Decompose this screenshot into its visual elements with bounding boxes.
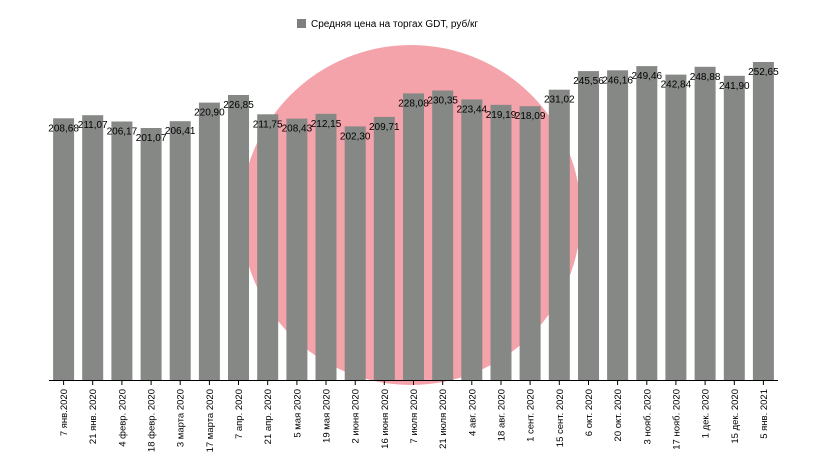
- bar: [491, 105, 512, 380]
- bar: [199, 103, 220, 380]
- bar-value-label: 230,35: [427, 96, 458, 107]
- bar-value-label: 208,43: [282, 124, 313, 135]
- bar: [695, 67, 716, 380]
- x-tick-label: 4 авг. 2020: [467, 389, 478, 436]
- bar-value-label: 242,84: [661, 80, 692, 91]
- bar: [286, 119, 307, 380]
- bar-value-label: 202,30: [340, 131, 371, 142]
- x-tick-label: 7 июля 2020: [409, 389, 420, 444]
- bar-value-label: 228,08: [398, 98, 429, 109]
- x-tick-label: 7 апр. 2020: [234, 389, 245, 439]
- x-tick-label: 4 февр. 2020: [117, 389, 128, 447]
- bar: [141, 128, 162, 380]
- x-tick-label: 1 сент. 2020: [526, 389, 537, 442]
- bar: [316, 114, 337, 380]
- x-tick-label: 21 июля 2020: [438, 389, 449, 449]
- bar: [520, 106, 541, 380]
- bar: [549, 90, 570, 380]
- bars: [53, 62, 774, 380]
- bar: [403, 93, 424, 380]
- x-tick-label: 5 мая 2020: [292, 389, 303, 438]
- x-tick-label: 20 окт. 2020: [613, 389, 624, 441]
- legend-label: Средняя цена на торгах GDT, руб/кг: [311, 18, 478, 30]
- bar: [636, 66, 657, 380]
- x-tick-label: 21 янв. 2020: [88, 389, 99, 444]
- bar-value-label: 212,15: [311, 119, 342, 130]
- x-tick-label: 5 янв. 2021: [759, 389, 770, 439]
- bar-value-label: 206,41: [165, 126, 196, 137]
- bar: [53, 118, 74, 380]
- bar-value-label: 201,07: [136, 133, 167, 144]
- x-tick-label: 21 апр. 2020: [263, 389, 274, 444]
- bar-value-label: 211,07: [78, 120, 108, 131]
- bar-value-label: 252,65: [748, 67, 779, 78]
- bar-value-label: 211,75: [253, 119, 283, 130]
- bar: [578, 71, 599, 380]
- bar-value-label: 245,56: [573, 76, 604, 87]
- x-tick-label: 19 мая 2020: [322, 389, 333, 443]
- bar: [607, 70, 628, 380]
- bar: [345, 126, 366, 380]
- x-tick-label: 7 янв.2020: [59, 389, 70, 436]
- legend-swatch: [297, 19, 306, 28]
- bar-value-label: 219,19: [486, 110, 517, 121]
- bar: [374, 117, 395, 380]
- bar: [461, 99, 482, 380]
- x-tick-label: 6 окт. 2020: [584, 389, 595, 436]
- bar-value-label: 223,44: [457, 104, 488, 115]
- bar-value-label: 208,68: [48, 123, 79, 134]
- x-tick-label: 2 июня 2020: [351, 389, 362, 444]
- bar: [257, 114, 278, 380]
- x-tick-label: 17 нояб. 2020: [671, 389, 682, 450]
- bar: [82, 115, 103, 380]
- bar: [665, 75, 686, 380]
- x-tick-label: 16 июня 2020: [380, 389, 391, 449]
- bar-value-label: 218,09: [515, 111, 546, 122]
- bar: [111, 122, 132, 381]
- bar-value-label: 226,85: [223, 100, 254, 111]
- bar-value-label: 248,88: [690, 72, 721, 83]
- x-tick-label: 17 марта 2020: [205, 389, 216, 452]
- bar-value-label: 209,71: [369, 122, 400, 133]
- bar-value-label: 231,02: [544, 95, 575, 106]
- bar: [432, 91, 453, 381]
- bar: [170, 121, 191, 380]
- legend: Средняя цена на торгах GDT, руб/кг: [297, 18, 478, 30]
- x-tick-label: 3 марта 2020: [176, 389, 187, 447]
- bar: [228, 95, 249, 380]
- bar: [753, 62, 774, 380]
- bar-value-label: 241,90: [719, 81, 750, 92]
- x-tick-label: 1 дек. 2020: [701, 389, 712, 438]
- bar-value-label: 246,16: [602, 75, 633, 86]
- bar: [724, 76, 745, 380]
- x-tick-label: 3 нояб. 2020: [642, 389, 653, 444]
- x-tick-label: 15 сент. 2020: [555, 389, 566, 447]
- x-tick-label: 15 дек. 2020: [730, 389, 741, 444]
- bar-value-label: 220,90: [194, 108, 225, 119]
- x-axis-tick-labels: 7 янв.2020 21 янв. 2020 4 февр. 2020 18 фев…: [59, 389, 770, 452]
- x-tick-label: 18 авг. 2020: [497, 389, 508, 441]
- bar-value-label: 206,17: [107, 127, 138, 138]
- bar-value-label: 249,46: [632, 71, 663, 82]
- x-tick-label: 18 февр. 2020: [147, 389, 158, 452]
